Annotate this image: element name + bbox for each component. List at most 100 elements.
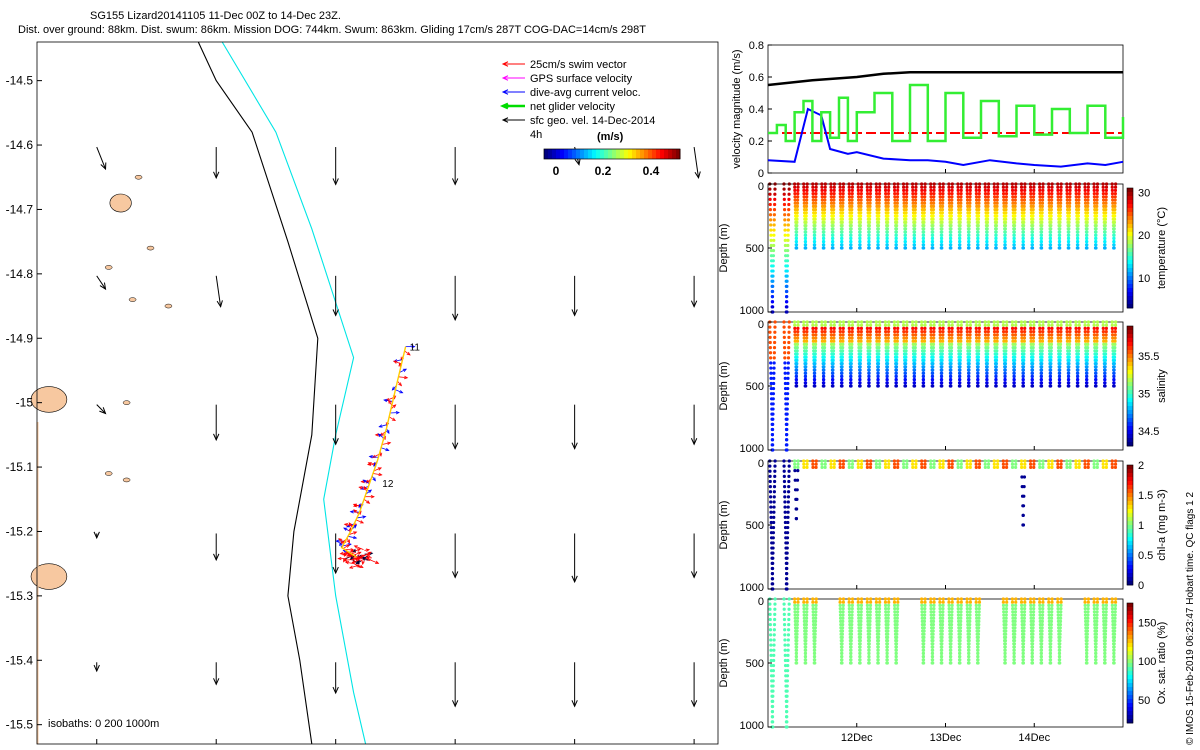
salinity-obs (1113, 326, 1118, 330)
salinity-obs (1038, 326, 1042, 330)
temperature-obs (914, 188, 918, 192)
salinity-obs (940, 346, 945, 350)
salinity-obs (984, 339, 988, 343)
temperature-obs (1032, 188, 1036, 192)
chla-cbar-label: chl-a (mg m-3) (1156, 489, 1168, 561)
swim-vector-arrow (363, 551, 372, 557)
salinity-obs (771, 386, 776, 391)
chla-obs (1086, 459, 1091, 463)
chla-obs (947, 459, 951, 463)
temperature-obs (958, 220, 962, 224)
temperature-obs (820, 188, 824, 192)
temperature-obs (977, 201, 981, 205)
chla-obs (772, 490, 776, 494)
temperature-obs (893, 198, 897, 202)
salinity-obs (1104, 336, 1108, 340)
oxygen-obs (770, 704, 775, 709)
temperature-obs (832, 185, 836, 189)
salinity-obs (1094, 378, 1098, 382)
salinity-obs (1048, 371, 1053, 375)
salinity-obs (847, 336, 852, 340)
oxygen-obs (1031, 629, 1035, 633)
salinity-obs (956, 333, 960, 337)
temperature-obs (886, 211, 890, 215)
salinity-obs (1092, 333, 1097, 337)
temperature-obs (995, 188, 1000, 192)
salinity-obs (1048, 378, 1052, 382)
oxygen-obs (887, 597, 891, 601)
temperature-obs (866, 198, 870, 202)
salinity-obs (938, 330, 942, 334)
salinity-obs (772, 361, 776, 365)
salinity-obs (929, 339, 933, 343)
oxygen-obs (787, 623, 791, 627)
oxygen-obs (850, 607, 854, 611)
salinity-obs (832, 346, 836, 350)
chla-obs (968, 462, 972, 466)
salinity-obs (1077, 333, 1081, 337)
chla-obs (841, 465, 845, 469)
salinity-obs (921, 381, 925, 385)
salinity-obs (770, 443, 774, 447)
salinity-obs (1012, 374, 1016, 378)
oxygen-obs (1023, 597, 1027, 601)
salinity-obs (850, 333, 854, 337)
temperature-obs (950, 198, 954, 202)
salinity-obs (947, 320, 951, 324)
oxygen-obs (1059, 603, 1063, 608)
salinity-obs (895, 362, 899, 366)
salinity-obs (822, 368, 826, 372)
temperature-obs (932, 182, 936, 186)
salinity-obs (805, 326, 809, 330)
chla-obs (847, 462, 851, 466)
oxygen-obs (785, 710, 789, 714)
oxygen-obs (921, 661, 925, 665)
salinity-obs (1086, 320, 1091, 324)
temperature-obs (867, 240, 871, 244)
salinity-obs (805, 323, 809, 327)
salinity-obs (941, 320, 945, 324)
salinity-obs (1110, 330, 1115, 334)
oxygen-obs (1047, 610, 1051, 614)
salinity-obs (996, 320, 1000, 324)
temperature-obs (1039, 233, 1044, 237)
temperature-obs (814, 192, 818, 196)
salinity-obs (1074, 326, 1078, 330)
temperature-obs (804, 214, 808, 218)
oxygen-obs (976, 639, 980, 643)
temperature-obs (947, 182, 951, 186)
temperature-obs (771, 254, 776, 258)
temperature-obs (976, 236, 980, 240)
temperature-obs (874, 192, 879, 196)
chla-obs (947, 465, 951, 469)
chla-obs (932, 459, 936, 463)
salinity-obs (877, 342, 881, 346)
oxygen-obs (886, 635, 890, 640)
salinity-obs (1056, 323, 1060, 327)
oxygen-obs (847, 607, 851, 611)
oxygen-obs (1040, 616, 1045, 620)
temperature-obs (793, 182, 797, 186)
oxygen-obs (941, 607, 945, 611)
temperature-obs (859, 208, 863, 212)
chla-obs (1074, 462, 1078, 466)
salinity-obs (867, 381, 871, 385)
oxygen-obs (1049, 616, 1054, 620)
temperature-obs (895, 204, 899, 208)
temperature-obs (858, 224, 862, 228)
chla-obs (887, 462, 891, 466)
salinity-obs (949, 374, 953, 378)
oxygen-obs (886, 632, 890, 636)
salinity-obs (838, 333, 842, 337)
temperature-obs (923, 188, 927, 192)
oxygen-obs (1040, 629, 1044, 633)
chla-obs (874, 465, 879, 469)
temperature-obs (813, 230, 817, 234)
sfc-geo-velocity-arrow (96, 275, 107, 291)
salinity-obs (785, 407, 789, 411)
temperature-obs (785, 269, 789, 273)
oxygen-obs (931, 626, 935, 630)
salinity-obs (985, 358, 990, 362)
chla-obs (772, 495, 776, 499)
salinity-obs (1031, 336, 1036, 340)
